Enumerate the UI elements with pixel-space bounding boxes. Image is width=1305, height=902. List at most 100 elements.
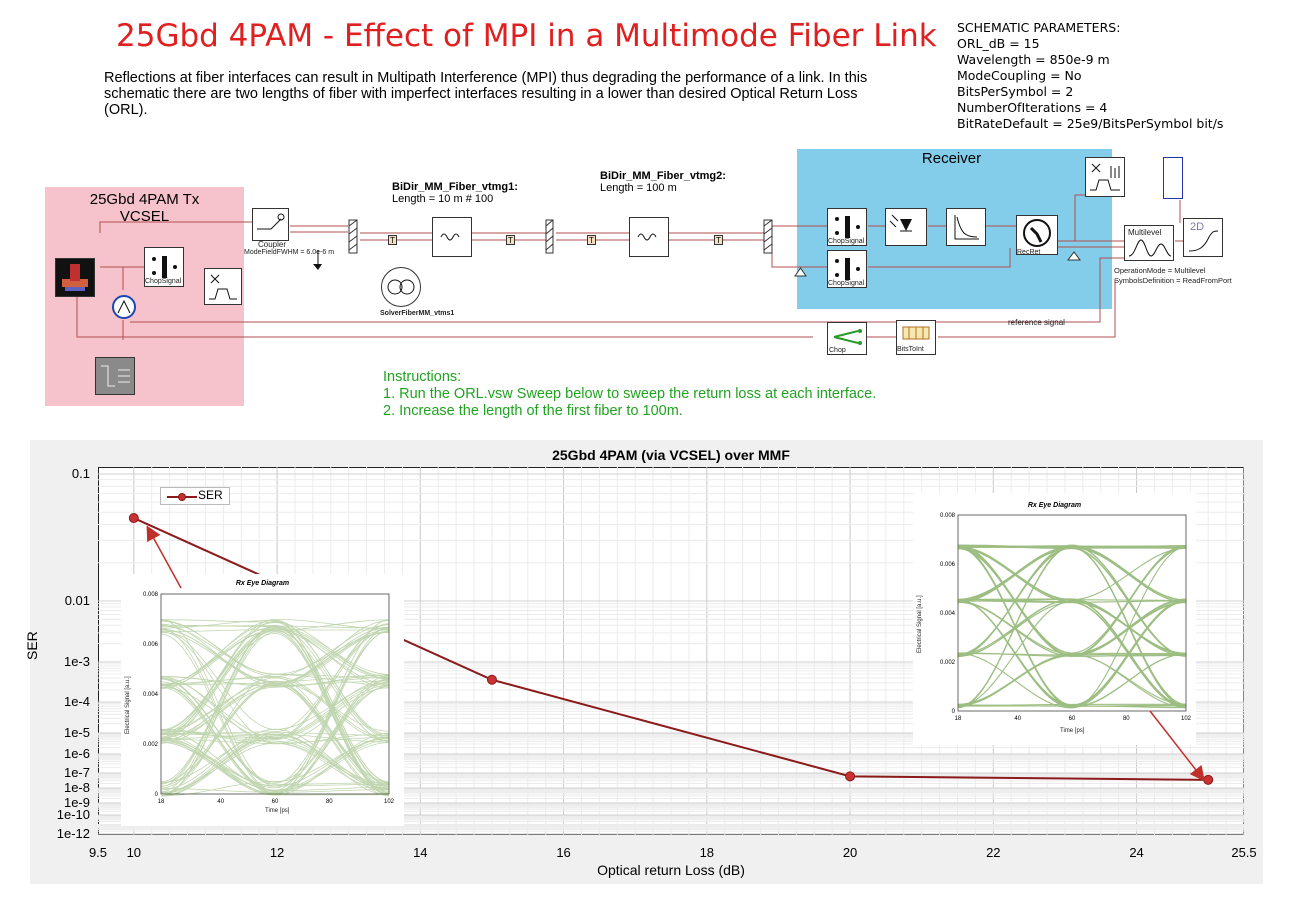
bits-to-int-icon[interactable]: BitsToInt [896,320,936,355]
eye-scope-icon[interactable] [204,268,242,305]
rx-chop-signal-icon[interactable]: ChopSignal [827,208,867,246]
y-tick-label: 1e-10 [57,807,90,822]
eye-right-plot: 0.008 0.006 0.004 0.002 018 40 60 80 102 [940,513,1192,722]
eye-y-tick: 0.006 [143,642,159,648]
x-tick-label: 20 [843,845,857,860]
symbols-definition-label: SymbolsDefinition = ReadFromPort [1114,276,1232,285]
chop-signal-icon[interactable]: ChopSignal [144,247,184,287]
eye-y-tick: 0.004 [143,692,159,698]
eye-x-tick: 60 [272,799,279,805]
fiber2-length: Length = 100 m [600,182,677,194]
photodiode-icon[interactable] [885,208,927,246]
x-tick-label: 10 [127,845,141,860]
eye-left-plot: 0.008 0.006 0.004 0.002 018 40 60 80 102 [143,592,395,805]
fiber1-label: BiDir_MM_Fiber_vtmg1: Length = 10 m # 10… [392,181,518,205]
eye-x-tick: 102 [384,799,395,805]
filter-glyph [954,215,979,240]
param-input-icon[interactable] [1163,157,1183,199]
chop-glyph [835,216,860,238]
x-tick-label: 24 [1129,845,1143,860]
y-tick-label: 1e-8 [64,780,90,795]
splitter-icon[interactable] [112,295,136,319]
x-tick-label: 12 [270,845,284,860]
fiber2-icon[interactable] [629,217,669,257]
generator-glyph [101,365,130,387]
y-tick-label: 1e-4 [64,694,90,709]
tx-title-line: VCSEL [119,208,170,225]
delay-marker[interactable]: T [506,235,515,245]
filter-icon[interactable] [946,208,986,246]
chart-legend[interactable] [160,487,230,505]
fiber-coil-glyph [440,233,460,241]
y-tick-label: 1e-6 [64,746,90,761]
mode-field-label: ModeFieldFWHM = 6.0e-6 m [244,249,335,256]
x-tick-label: 9.5 [89,845,107,860]
scope-glyph [1090,163,1120,191]
fiber2-name: BiDir_MM_Fiber_vtmg2: [600,170,726,182]
multilevel-decision-icon[interactable]: Multilevel [1124,225,1174,261]
chop-label: Chop [829,347,846,354]
y-tick-label: 1e-12 [57,826,90,841]
y-tick-label: 1e-3 [64,654,90,669]
fiber2-label: BiDir_MM_Fiber_vtmg2: Length = 100 m [600,170,726,194]
recret-label: RecRet [1017,249,1041,256]
rx-eye-scope-icon[interactable] [1085,157,1125,197]
vcsel-laser-icon[interactable] [55,258,95,297]
delay-marker[interactable]: T [388,235,397,245]
2d-plot-label: 2D [1190,221,1205,233]
fiber1-icon[interactable] [432,217,472,257]
parameter-line: Wavelength = 850e-9 m [957,52,1110,67]
scope-glyph [209,274,237,300]
x-axis-label: Optical return Loss (dB) [597,862,745,878]
rx-chop-signal-2-icon[interactable]: ChopSignal [827,250,867,288]
parameter-line: ORL_dB = 15 [957,36,1040,51]
bits-generator-icon[interactable] [95,357,135,395]
y-tick-label: 1e-7 [64,765,90,780]
x-tick-label: 22 [986,845,1000,860]
x-tick-label: 16 [556,845,570,860]
instruction-item: 1. Run the ORL.vsw Sweep below to sweep … [383,386,877,402]
solver-glyph [387,279,415,295]
eye-x-tick: 40 [1014,716,1021,722]
parameter-line: BitsPerSymbol = 2 [957,84,1074,99]
eye-diagram-right[interactable]: Rx Eye Diagram Electrical Signal [a.u.] … [913,493,1196,745]
ser-point [845,771,856,782]
eye-x-tick: 18 [955,716,962,722]
parameter-line: ModeCoupling = No [957,68,1082,83]
parameter-line: NumberOfIterations = 4 [957,100,1108,115]
2d-plot-glyph [1188,230,1219,252]
clock-recovery-icon[interactable] [1016,215,1058,255]
multilevel-label: Multilevel [1128,228,1162,237]
delay-marker[interactable]: T [714,235,723,245]
eye-y-tick: 0.002 [940,660,956,666]
chop-signal-label: ChopSignal [828,280,865,287]
page-title: 25Gbd 4PAM - Effect of MPI in a Multimod… [116,18,937,54]
solver-icon[interactable] [381,267,421,307]
eye-y-tick: 0.004 [940,611,956,617]
2d-plot-icon[interactable]: 2D [1183,218,1223,257]
description: Reflections at fiber interfaces can resu… [104,70,868,118]
chop-scissor-glyph [833,329,862,345]
ser-point [486,674,497,685]
eye-traces [957,544,1187,709]
instruction-item: 2. Increase the length of the first fibe… [383,403,683,419]
tx-title-line: 25Gbd 4PAM Tx [89,191,200,208]
y-tick-label: 1e-9 [64,795,90,810]
eye-y-tick: 0.008 [143,592,159,598]
coupler-icon[interactable] [252,208,289,241]
tx-title: 25Gbd 4PAM Tx VCSEL [45,191,244,225]
delay-marker[interactable]: T [587,235,596,245]
eye-y-tick: 0 [952,709,956,715]
chop-icon[interactable]: Chop [827,322,867,355]
chop-signal-label: ChopSignal [828,238,865,245]
eye-diagram-left[interactable]: Rx Eye Diagram Electrical Signal [a.u.] … [121,574,404,826]
eye-y-tick: 0 [155,792,159,798]
coupler-glyph [257,213,285,230]
eye-y-tick: 0.006 [940,562,956,568]
schematic-parameters[interactable]: SCHEMATIC PARAMETERS: ORL_dB = 15 Wavele… [957,20,1223,132]
eye-xlabel: Time [ps] [1060,728,1085,734]
fiber1-length: Length = 10 m # 100 [392,193,494,205]
eye-x-tick: 80 [326,799,333,805]
instructions: Instructions: 1. Run the ORL.vsw Sweep b… [383,369,876,420]
